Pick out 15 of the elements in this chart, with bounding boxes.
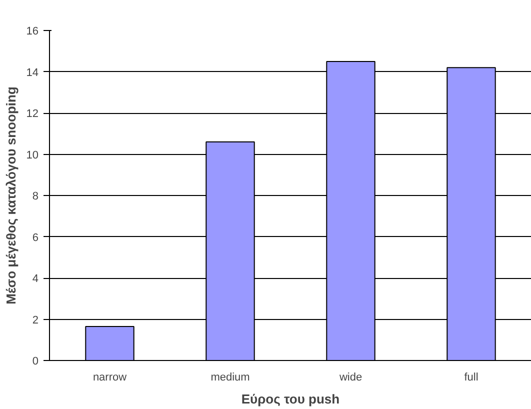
y-tick-label: 6 <box>32 232 39 244</box>
x-tick-label: wide <box>338 372 362 384</box>
y-tick-label: 8 <box>32 190 39 202</box>
y-tick-label: 10 <box>26 149 39 162</box>
y-tick-label: 12 <box>26 108 39 120</box>
y-axis-title: Μέσο μέγεθος καταλόγου snooping <box>3 86 18 304</box>
x-tick-label: medium <box>210 372 250 384</box>
y-tick-label: 16 <box>26 26 39 38</box>
y-tick-label: 4 <box>32 273 39 285</box>
x-tick-label: narrow <box>92 372 127 384</box>
x-axis-title: Εύρος του push <box>241 392 340 406</box>
y-tick-label: 2 <box>32 314 39 326</box>
y-tick-label: 0 <box>32 356 39 368</box>
x-tick-label: full <box>464 372 478 384</box>
y-tick-label: 14 <box>26 66 39 79</box>
